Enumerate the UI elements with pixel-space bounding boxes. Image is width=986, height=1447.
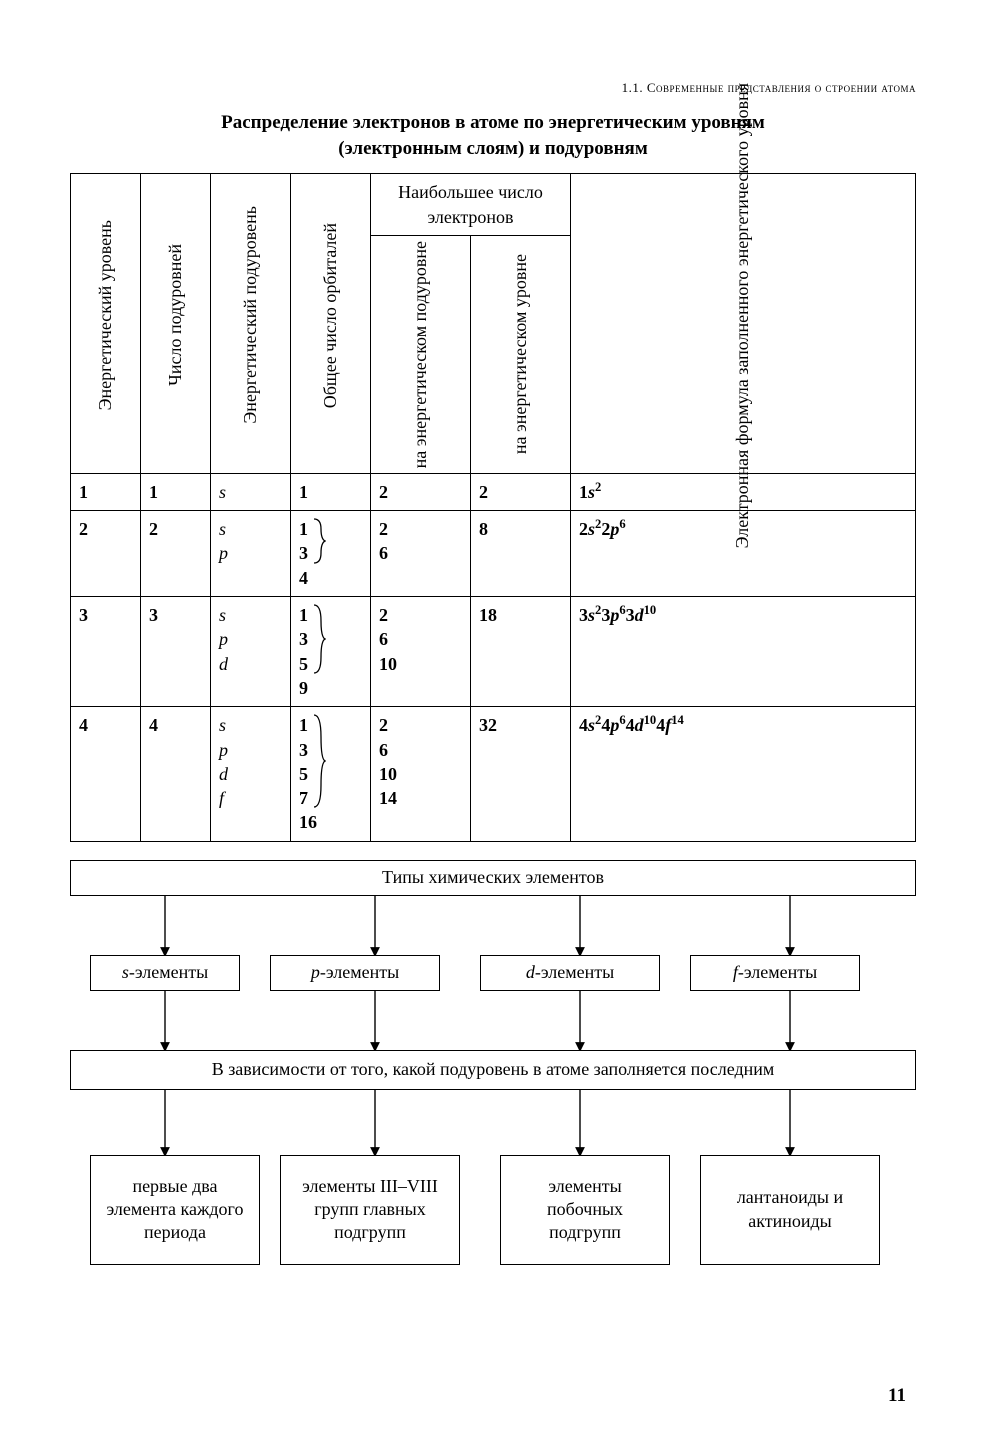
table-cell: 2: [71, 511, 141, 597]
table-row: 44spdf135716261014324s24p64d104f14: [71, 707, 916, 841]
table-cell: 261014: [371, 707, 471, 841]
table-cell: s: [211, 473, 291, 510]
running-head: 1.1. Современные представления о строени…: [70, 80, 916, 96]
page: 1.1. Современные представления о строени…: [0, 0, 986, 1447]
table-cell: 18: [471, 597, 571, 707]
table-cell: 4s24p64d104f14: [571, 707, 916, 841]
flow-arrows: [70, 860, 916, 1340]
flow-node-leaf_p: элементы III–VIII групп главных подгрупп: [280, 1155, 460, 1265]
table-cell: 3s23p63d10: [571, 597, 916, 707]
table-cell: spdf: [211, 707, 291, 841]
table-cell: 4: [141, 707, 211, 841]
flow-node-s: s-элементы: [90, 955, 240, 991]
th-esub: на энергетическом подуровне: [408, 241, 433, 468]
flow-node-depend: В зависимости от того, какой подуровень …: [70, 1050, 916, 1090]
flow-node-p: p-элементы: [270, 955, 440, 991]
table-cell: 26: [371, 511, 471, 597]
th-elev: на энергетическом уровне: [508, 254, 533, 454]
flow-node-leaf_d: элементы побочных подгрупп: [500, 1155, 670, 1265]
table-cell: 135716: [291, 707, 371, 841]
table-cell: 1359: [291, 597, 371, 707]
electron-table: Энергетический уровень Число подуровней …: [70, 173, 916, 841]
table-row: 22sp1342682s22p6: [71, 511, 916, 597]
table-row: 11s1221s2: [71, 473, 916, 510]
flow-node-leaf_s: первые два элемента каждого периода: [90, 1155, 260, 1265]
table-cell: 3: [141, 597, 211, 707]
flowchart: Типы химических элементов s-элементы p-эле…: [70, 860, 916, 1340]
table-cell: spd: [211, 597, 291, 707]
table-body: 11s1221s222sp1342682s22p633spd1359261018…: [71, 473, 916, 841]
table-head: Энергетический уровень Число подуровней …: [71, 174, 916, 474]
page-title: Распределение электронов в атоме по энер…: [70, 110, 916, 161]
th-formula: Электронная формула заполненного энергет…: [730, 83, 755, 548]
table-cell: 1: [71, 473, 141, 510]
flow-node-leaf_f: лантаноиды и актиноиды: [700, 1155, 880, 1265]
table-cell: 2: [371, 473, 471, 510]
page-number: 11: [888, 1385, 906, 1407]
th-level: Энергетический уровень: [93, 220, 118, 410]
title-line-1: Распределение электронов в атоме по энер…: [221, 112, 765, 133]
title-line-2: (электронным слоям) и подуровням: [338, 138, 648, 159]
table-cell: 1: [291, 473, 371, 510]
table-cell: 4: [71, 707, 141, 841]
table-cell: 8: [471, 511, 571, 597]
table-row: 33spd13592610183s23p63d10: [71, 597, 916, 707]
table-cell: 3: [71, 597, 141, 707]
flow-node-f: f-элементы: [690, 955, 860, 991]
table-cell: 134: [291, 511, 371, 597]
flow-node-d: d-элементы: [480, 955, 660, 991]
th-nsub: Число подуровней: [163, 244, 188, 386]
table-cell: 32: [471, 707, 571, 841]
th-orb: Общее число орбиталей: [318, 223, 343, 408]
table-cell: 2: [471, 473, 571, 510]
table-cell: 1: [141, 473, 211, 510]
table-cell: sp: [211, 511, 291, 597]
flow-node-root: Типы химических элементов: [70, 860, 916, 896]
th-sub: Энергетический подуровень: [238, 206, 263, 424]
th-group: Наибольшее число электронов: [371, 174, 571, 236]
table-cell: 2: [141, 511, 211, 597]
table-cell: 2610: [371, 597, 471, 707]
